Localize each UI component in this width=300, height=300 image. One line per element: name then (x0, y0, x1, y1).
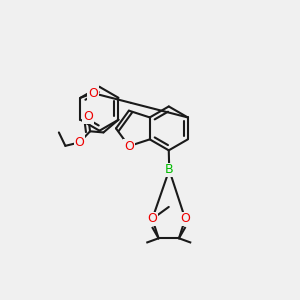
Text: O: O (147, 212, 157, 225)
Text: O: O (124, 140, 134, 153)
Text: O: O (75, 136, 85, 149)
Text: O: O (88, 87, 98, 100)
Text: O: O (180, 212, 190, 225)
Text: O: O (83, 110, 93, 124)
Text: B: B (165, 164, 173, 176)
